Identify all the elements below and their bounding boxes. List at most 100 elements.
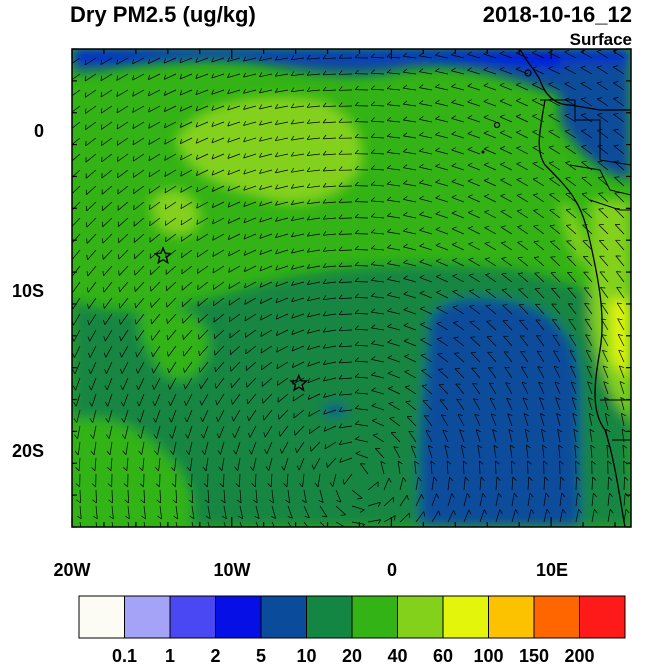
wind-barb-flag bbox=[613, 128, 619, 131]
wind-barb-flag bbox=[151, 351, 154, 357]
wind-barb bbox=[117, 201, 129, 211]
wind-barb-flag bbox=[123, 483, 128, 488]
wind-barb-flag bbox=[459, 429, 465, 432]
wind-barb-flag bbox=[158, 532, 162, 535]
wind-barb-flag bbox=[560, 476, 565, 481]
lat-label-0: 0 bbox=[33, 121, 44, 141]
wind-barb bbox=[185, 393, 193, 406]
wind-barb bbox=[444, 445, 449, 459]
colorbar-swatch bbox=[215, 595, 262, 639]
wind-barb bbox=[260, 313, 273, 321]
wind-barb-flag bbox=[69, 76, 70, 81]
wind-barb-flag bbox=[419, 259, 425, 263]
wind-barb bbox=[403, 340, 417, 347]
wind-barb-flag bbox=[418, 84, 424, 88]
wind-barb-flag bbox=[243, 201, 246, 207]
wind-barb-flag bbox=[542, 444, 547, 449]
wind-barb bbox=[164, 185, 177, 194]
wind-barb bbox=[442, 429, 449, 443]
wind-barb-flag bbox=[580, 65, 586, 68]
wind-barb-flag bbox=[92, 499, 97, 504]
wind-barb bbox=[126, 457, 129, 471]
wind-barb-flag bbox=[469, 289, 475, 292]
wind-barb bbox=[72, 57, 81, 64]
wind-barb bbox=[532, 84, 545, 91]
wind-barb bbox=[549, 178, 561, 187]
wind-barb bbox=[551, 288, 561, 299]
wind-barb-flag bbox=[425, 430, 431, 433]
wind-barb-flag bbox=[211, 202, 215, 208]
wind-barb bbox=[371, 359, 385, 363]
wind-barb-flag bbox=[256, 532, 261, 534]
wind-barb bbox=[548, 67, 561, 75]
wind-barb-flag bbox=[275, 314, 278, 320]
wind-barb-flag bbox=[523, 413, 529, 417]
wind-barb-flag bbox=[500, 225, 506, 228]
wind-barb-flag bbox=[449, 476, 454, 482]
wind-barb-flag bbox=[134, 286, 136, 292]
wind-barb bbox=[452, 306, 465, 315]
wind-barb bbox=[567, 303, 577, 315]
wind-barb-flag bbox=[565, 208, 571, 211]
wind-barb-flag bbox=[387, 355, 393, 359]
wind-barb-flag bbox=[451, 115, 456, 119]
wind-barb-flag bbox=[483, 130, 489, 134]
wind-barb-flag bbox=[132, 91, 135, 97]
wind-barb bbox=[542, 445, 545, 459]
wind-barb-flag bbox=[228, 300, 231, 306]
wind-barb bbox=[615, 239, 625, 251]
wind-barb bbox=[455, 383, 465, 395]
wind-barb-flag bbox=[186, 466, 191, 472]
wind-barb-flag bbox=[370, 197, 375, 202]
wind-barb bbox=[467, 69, 481, 75]
wind-barb bbox=[195, 73, 209, 79]
wind-barb bbox=[229, 313, 241, 322]
wind-barb bbox=[524, 429, 529, 443]
wind-barb bbox=[549, 209, 561, 219]
wind-barb-flag bbox=[87, 303, 89, 309]
wind-barb bbox=[228, 217, 241, 224]
wind-barb-flag bbox=[338, 374, 343, 380]
wind-barb bbox=[543, 509, 548, 523]
wind-barb bbox=[622, 444, 625, 459]
wind-barb-flag bbox=[543, 460, 548, 465]
wind-barb-flag bbox=[355, 450, 361, 454]
wind-barb-flag bbox=[561, 492, 566, 498]
wind-barb bbox=[575, 493, 578, 507]
wind-barb-flag bbox=[515, 82, 521, 86]
wind-barb-flag bbox=[484, 194, 490, 197]
wind-barb bbox=[166, 281, 177, 292]
wind-barb-flag bbox=[166, 318, 168, 324]
wind-barb-flag bbox=[419, 290, 425, 294]
wind-barb bbox=[244, 297, 257, 305]
wind-barb bbox=[555, 397, 561, 411]
wind-barb-flag bbox=[181, 252, 183, 258]
wind-barb-flag bbox=[247, 432, 251, 438]
wind-barb bbox=[153, 361, 161, 374]
wind-barb-flag bbox=[520, 351, 526, 353]
wind-barb-flag bbox=[484, 178, 489, 181]
wind-barb bbox=[425, 430, 433, 443]
wind-barb bbox=[367, 519, 381, 523]
wind-barb bbox=[467, 54, 481, 59]
wind-barb bbox=[319, 505, 328, 518]
wind-barb bbox=[390, 432, 401, 443]
wind-barb-flag bbox=[147, 58, 151, 64]
wind-barb bbox=[468, 227, 481, 235]
wind-barb bbox=[143, 489, 145, 504]
wind-barb bbox=[259, 185, 273, 191]
wind-barb-flag bbox=[386, 69, 391, 73]
wind-barb-flag bbox=[419, 274, 425, 278]
wind-barb-flag bbox=[354, 53, 359, 59]
wind-barb bbox=[597, 130, 609, 139]
wind-barb-flag bbox=[603, 381, 609, 384]
wind-barb bbox=[548, 99, 561, 107]
wind-barb bbox=[435, 86, 449, 91]
colorbar-label: 20 bbox=[341, 646, 363, 666]
wind-barb-flag bbox=[338, 278, 343, 283]
wind-barb bbox=[260, 297, 273, 305]
wind-barb bbox=[451, 118, 465, 123]
wind-barb bbox=[355, 438, 369, 443]
wind-barb bbox=[486, 336, 497, 347]
wind-barb bbox=[143, 521, 146, 527]
